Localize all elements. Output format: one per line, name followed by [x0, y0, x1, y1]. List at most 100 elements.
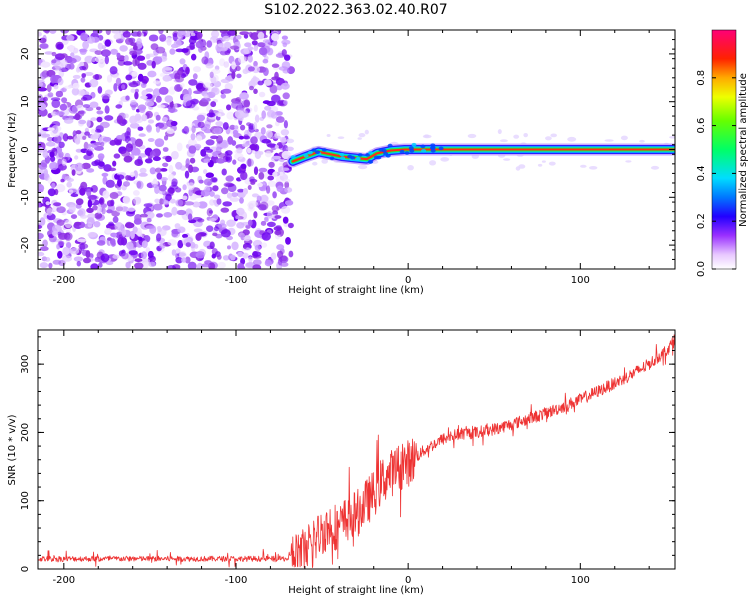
noise-speckle [229, 124, 236, 130]
noise-speckle [47, 127, 55, 131]
noise-speckle [261, 110, 267, 119]
noise-speckle [102, 136, 112, 142]
noise-speckle [222, 201, 232, 207]
noise-speckle [59, 103, 68, 111]
noise-speckle [41, 133, 51, 138]
noise-speckle [257, 80, 264, 86]
band-speckle [497, 129, 502, 135]
noise-speckle [162, 116, 168, 122]
noise-speckle [101, 45, 107, 50]
noise-speckle [247, 185, 252, 190]
noise-speckle [196, 31, 203, 39]
noise-speckle [216, 254, 222, 260]
signal-blob [350, 155, 356, 160]
noise-speckle [116, 52, 121, 58]
noise-speckle [244, 42, 252, 48]
noise-speckle [243, 135, 251, 140]
noise-speckle [155, 46, 166, 54]
noise-speckle [104, 105, 110, 114]
noise-speckle [96, 206, 102, 214]
noise-speckle [66, 181, 72, 188]
noise-speckle [113, 83, 118, 92]
noise-speckle [47, 176, 53, 184]
noise-speckle [269, 84, 278, 94]
noise-speckle [283, 100, 288, 105]
noise-speckle [47, 92, 54, 98]
noise-speckle [57, 250, 63, 259]
noise-speckle [122, 31, 131, 38]
noise-speckle [62, 255, 73, 262]
noise-speckle [162, 74, 171, 82]
noise-speckle [116, 115, 124, 124]
noise-speckle [175, 199, 184, 207]
noise-speckle [227, 136, 234, 145]
noise-speckle [282, 92, 290, 100]
noise-speckle [158, 30, 164, 35]
noise-speckle [39, 71, 47, 80]
noise-speckle [247, 219, 253, 226]
noise-speckle [227, 30, 237, 36]
noise-speckle [239, 92, 250, 100]
snr-content [38, 334, 675, 568]
noise-speckle [166, 128, 175, 135]
noise-speckle [217, 261, 226, 269]
noise-speckle [141, 240, 148, 249]
band-speckle [467, 133, 477, 139]
noise-speckle [106, 74, 113, 83]
band-speckle [337, 136, 345, 139]
noise-speckle [262, 58, 269, 64]
noise-speckle [281, 150, 291, 160]
noise-speckle [56, 43, 64, 50]
noise-speckle [123, 181, 130, 187]
snr-x-label: Height of straight line (km) [288, 585, 424, 596]
noise-speckle [125, 175, 130, 181]
noise-speckle [155, 95, 162, 103]
noise-speckle [132, 58, 138, 67]
noise-speckle [83, 257, 91, 264]
noise-speckle [226, 219, 236, 227]
noise-speckle [156, 56, 163, 64]
noise-speckle [238, 232, 245, 238]
noise-speckle [87, 221, 93, 228]
noise-speckle [137, 73, 144, 82]
noise-speckle [38, 232, 44, 240]
band-speckle [625, 160, 632, 163]
noise-speckle [113, 153, 121, 159]
noise-speckle [234, 109, 244, 119]
colorbar-tick-label: 0.4 [696, 165, 707, 181]
noise-speckle [195, 40, 204, 49]
noise-speckle [261, 232, 271, 241]
snr-y-tick-label: 0 [20, 566, 31, 572]
noise-speckle [266, 221, 276, 227]
noise-speckle [96, 116, 103, 123]
noise-speckle [147, 250, 154, 259]
noise-speckle [212, 185, 219, 192]
noise-speckle [140, 82, 147, 88]
noise-speckle [283, 178, 291, 183]
snr-panel: -200 -100 0 100 0 100 200 300 Height of straig… [7, 329, 676, 596]
band-speckle [321, 158, 329, 164]
noise-speckle [76, 104, 84, 111]
noise-speckle [87, 213, 96, 220]
noise-speckle [45, 141, 56, 147]
noise-speckle [270, 252, 277, 260]
noise-speckle [109, 139, 117, 146]
noise-speckle [101, 93, 111, 100]
noise-speckle [284, 181, 290, 189]
noise-speckle [84, 131, 90, 136]
signal-blob [421, 149, 427, 153]
noise-speckle [252, 264, 262, 269]
spectrogram-x-label: Height of straight line (km) [288, 285, 424, 296]
noise-speckle [152, 156, 161, 162]
noise-speckle [134, 159, 144, 166]
noise-speckle [87, 143, 92, 149]
noise-speckle [206, 40, 213, 48]
noise-speckle [264, 216, 269, 221]
noise-speckle [167, 239, 177, 246]
noise-speckle [281, 35, 288, 40]
noise-speckle [263, 79, 272, 86]
snr-x-tick-label: 100 [571, 575, 590, 586]
noise-speckle [265, 150, 272, 158]
noise-speckle [112, 216, 119, 224]
noise-speckle [66, 135, 74, 140]
